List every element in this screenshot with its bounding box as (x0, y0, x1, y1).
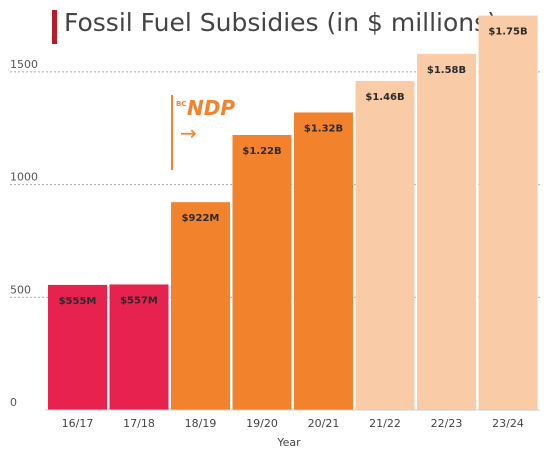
ndp-arrow-icon: → (180, 121, 197, 145)
y-tick-label: 1500 (10, 58, 38, 71)
bar (171, 202, 230, 410)
bar (355, 80, 415, 410)
bar (478, 15, 538, 411)
x-tick-label: 19/20 (246, 417, 278, 430)
bar (48, 284, 107, 410)
bar-data-label: $1.32B (304, 123, 343, 134)
ndp-logo-prefix: BC (176, 100, 186, 108)
x-tick-label: 18/19 (185, 417, 217, 430)
bar (294, 112, 353, 411)
x-tick-label: 21/22 (369, 417, 401, 430)
bar-data-labels: $555M $557M $922M $1.22B $1.32B $1.46B $1.58B $… (59, 27, 528, 307)
bar-data-label: $557M (120, 295, 158, 306)
bar-data-label: $555M (59, 296, 97, 307)
title-accent-bar (52, 10, 57, 44)
x-tick-label: 16/17 (62, 417, 94, 430)
bar (232, 135, 292, 410)
x-axis-label: Year (276, 436, 301, 449)
y-tick-label: 0 (10, 396, 17, 409)
x-tick-label: 20/21 (308, 417, 340, 430)
chart-title: Fossil Fuel Subsidies (in $ millions) (64, 8, 497, 37)
ndp-logo-text: NDP (187, 96, 235, 120)
bar (417, 53, 476, 410)
x-tick-label: 17/18 (123, 417, 155, 430)
y-tick-label: 500 (10, 283, 31, 296)
bar-data-label: $1.22B (242, 146, 281, 157)
x-tick-label: 23/24 (492, 417, 524, 430)
x-axis-ticks: 16/17 17/18 18/19 19/20 20/21 21/22 22/23 23/24 (62, 417, 524, 430)
bar-data-label: $922M (182, 213, 220, 224)
bars (48, 15, 538, 411)
bar-data-label: $1.75B (488, 27, 527, 38)
bar-data-label: $1.58B (427, 65, 466, 76)
x-tick-label: 22/23 (431, 417, 463, 430)
bar (109, 284, 169, 410)
ndp-annotation: BC NDP → (171, 95, 235, 170)
bar-data-label: $1.46B (365, 92, 404, 103)
y-axis-ticks: 0 500 1000 1500 (10, 58, 38, 409)
y-tick-label: 1000 (10, 171, 38, 184)
